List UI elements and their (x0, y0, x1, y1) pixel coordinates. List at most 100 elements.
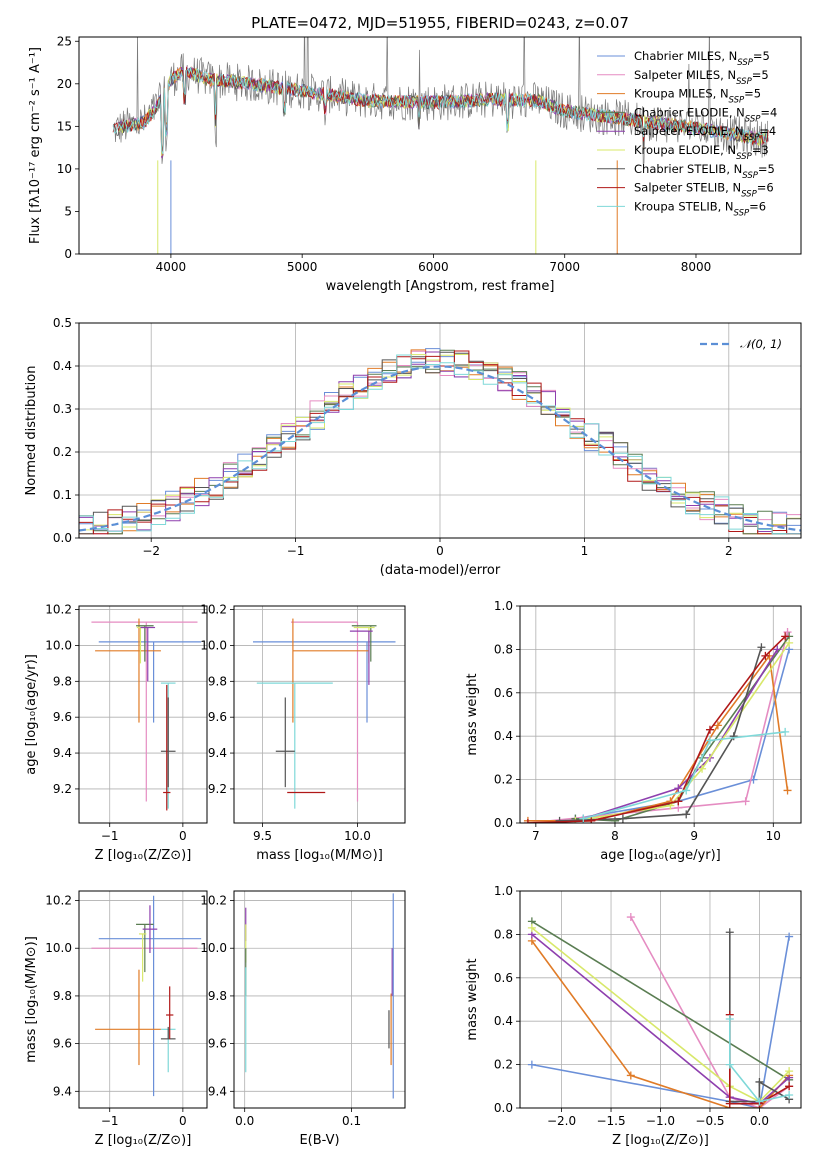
errorbar-point (95, 618, 161, 723)
legend-entry: Salpeter ELODIE, NSSP=4 (634, 124, 776, 143)
errorbar-point (163, 684, 171, 811)
legend-entry: Kroupa ELODIE, NSSP=3 (634, 143, 769, 162)
x-tick-label: 9 (690, 829, 698, 843)
panel-massweight_vs_Z: −2.0 −1.5 −1.0 −0.5 0.0 0.0 0.2 0.4 0.6 0.8 1.0 Z [… (465, 884, 802, 1148)
x-tick-label: 7 (532, 829, 540, 843)
y-tick-label: 1.0 (494, 599, 513, 613)
weight-marker (674, 784, 683, 793)
weight-marker (587, 816, 596, 823)
weight-marker (755, 1077, 764, 1086)
x-tick-label: −1 (287, 544, 305, 558)
legend-count: =3 (752, 143, 769, 157)
y-tick-label: 10.2 (200, 603, 227, 617)
errorbar-point (140, 626, 156, 682)
legend-count: =5 (758, 162, 775, 176)
weight-marker (618, 814, 627, 823)
weight-marker (725, 1060, 734, 1069)
y-tick-label: 15 (57, 119, 72, 133)
legend-label: Salpeter ELODIE, N (634, 124, 744, 138)
y-tick-label: 10.2 (200, 894, 227, 908)
x-tick-label: −0.5 (695, 1114, 724, 1128)
panel-age_vs_Z: −1 0 9.2 9.4 9.6 9.8 10.0 10.2 Z [log₁₀(Z/Z⊙)] ag… (24, 603, 208, 863)
plot-area (523, 628, 794, 823)
legend-gaussian-label: 𝒩(0, 1) (740, 337, 782, 351)
y-tick-label: 1.0 (494, 884, 513, 898)
weight-marker (626, 1071, 635, 1080)
weight-marker (682, 786, 691, 795)
x-tick-label: −1.5 (596, 1114, 625, 1128)
legend-subscript: SSP (736, 77, 752, 87)
errorbar-point (253, 641, 396, 723)
x-tick-label: 1 (581, 544, 589, 558)
weight-line (527, 635, 786, 823)
plot-area (112, 37, 769, 254)
y-tick-label: 10.0 (45, 638, 72, 652)
weight-series (725, 1015, 794, 1106)
y-tick-label: 0.2 (494, 773, 513, 787)
y-axis-label: mass weight (465, 958, 480, 1040)
x-axis-label: mass [log₁₀(M/M⊙)] (256, 848, 383, 863)
axes-frame (78, 36, 802, 255)
y-tick-label: 0.3 (53, 402, 72, 416)
plot-area (91, 895, 202, 1097)
y-tick-label: 25 (57, 34, 72, 48)
legend-label: Chabrier ELODIE, N (634, 105, 745, 119)
axes-frame (233, 605, 406, 824)
weight-marker (674, 797, 683, 806)
legend-subscript: SSP (729, 96, 745, 106)
weight-marker (785, 1082, 794, 1091)
weight-marker (682, 810, 691, 819)
y-tick-label: 0.0 (53, 531, 72, 545)
panel-mass_vs_Z: −1 0 9.4 9.6 9.8 10.0 10.2 Z [log₁₀(Z/Z⊙)] mass … (24, 890, 208, 1148)
legend-entry: Chabrier MILES, NSSP=5 (634, 49, 770, 68)
weight-marker (773, 645, 782, 654)
y-tick-label: 0.5 (53, 316, 72, 330)
errorbar-point (136, 923, 154, 973)
errorbar-point (95, 969, 161, 1066)
plot-area (79, 348, 801, 535)
y-tick-label: 0.4 (53, 359, 72, 373)
x-tick-label: 8 (611, 829, 619, 843)
weight-marker (725, 928, 734, 937)
weight-marker (725, 1099, 734, 1108)
y-tick-label: 9.6 (53, 1037, 72, 1051)
gaussian-curve (79, 365, 801, 532)
errorbar-point (256, 682, 333, 809)
y-axis-label: mass weight (465, 673, 480, 755)
weight-marker (527, 923, 536, 932)
legend-count: =5 (744, 87, 761, 101)
legend-label: Salpeter STELIB, N (634, 181, 741, 195)
x-tick-label: 0 (179, 1114, 187, 1128)
x-tick-label: 0.0 (750, 1114, 769, 1128)
x-tick-label: 0.1 (342, 1114, 361, 1128)
y-axis-label: age [log₁₀(age/yr)] (24, 654, 39, 775)
x-tick-label: 9.5 (253, 829, 272, 843)
y-tick-label: 9.8 (208, 989, 227, 1003)
axes-frame (519, 605, 802, 824)
weight-series (523, 628, 792, 823)
x-axis-label: age [log₁₀(age/yr)] (600, 848, 721, 863)
legend-entry: Salpeter MILES, NSSP=5 (634, 68, 769, 87)
y-tick-label: 9.2 (208, 782, 227, 796)
weight-marker (579, 814, 588, 823)
weight-marker (713, 721, 722, 730)
errorbar-point (160, 697, 176, 788)
x-tick-label: −2.0 (547, 1114, 576, 1128)
weight-marker (705, 736, 714, 745)
weight-line (527, 631, 789, 823)
residual-histogram (79, 350, 801, 535)
y-tick-label: 10.0 (45, 941, 72, 955)
y-tick-label: 0.1 (53, 488, 72, 502)
errorbar-point (349, 630, 373, 685)
y-tick-label: 0.2 (494, 1058, 513, 1072)
legend-label: Kroupa ELODIE, N (634, 143, 736, 157)
weight-series (523, 632, 790, 823)
y-tick-label: 10 (57, 162, 72, 176)
weight-marker (757, 643, 766, 652)
legend-entry: Chabrier ELODIE, NSSP=4 (634, 105, 777, 124)
y-tick-label: 9.2 (53, 782, 72, 796)
legend-count: =6 (749, 199, 766, 213)
legend-subscript: SSP (744, 133, 760, 143)
x-tick-label: 0.0 (235, 1114, 254, 1128)
